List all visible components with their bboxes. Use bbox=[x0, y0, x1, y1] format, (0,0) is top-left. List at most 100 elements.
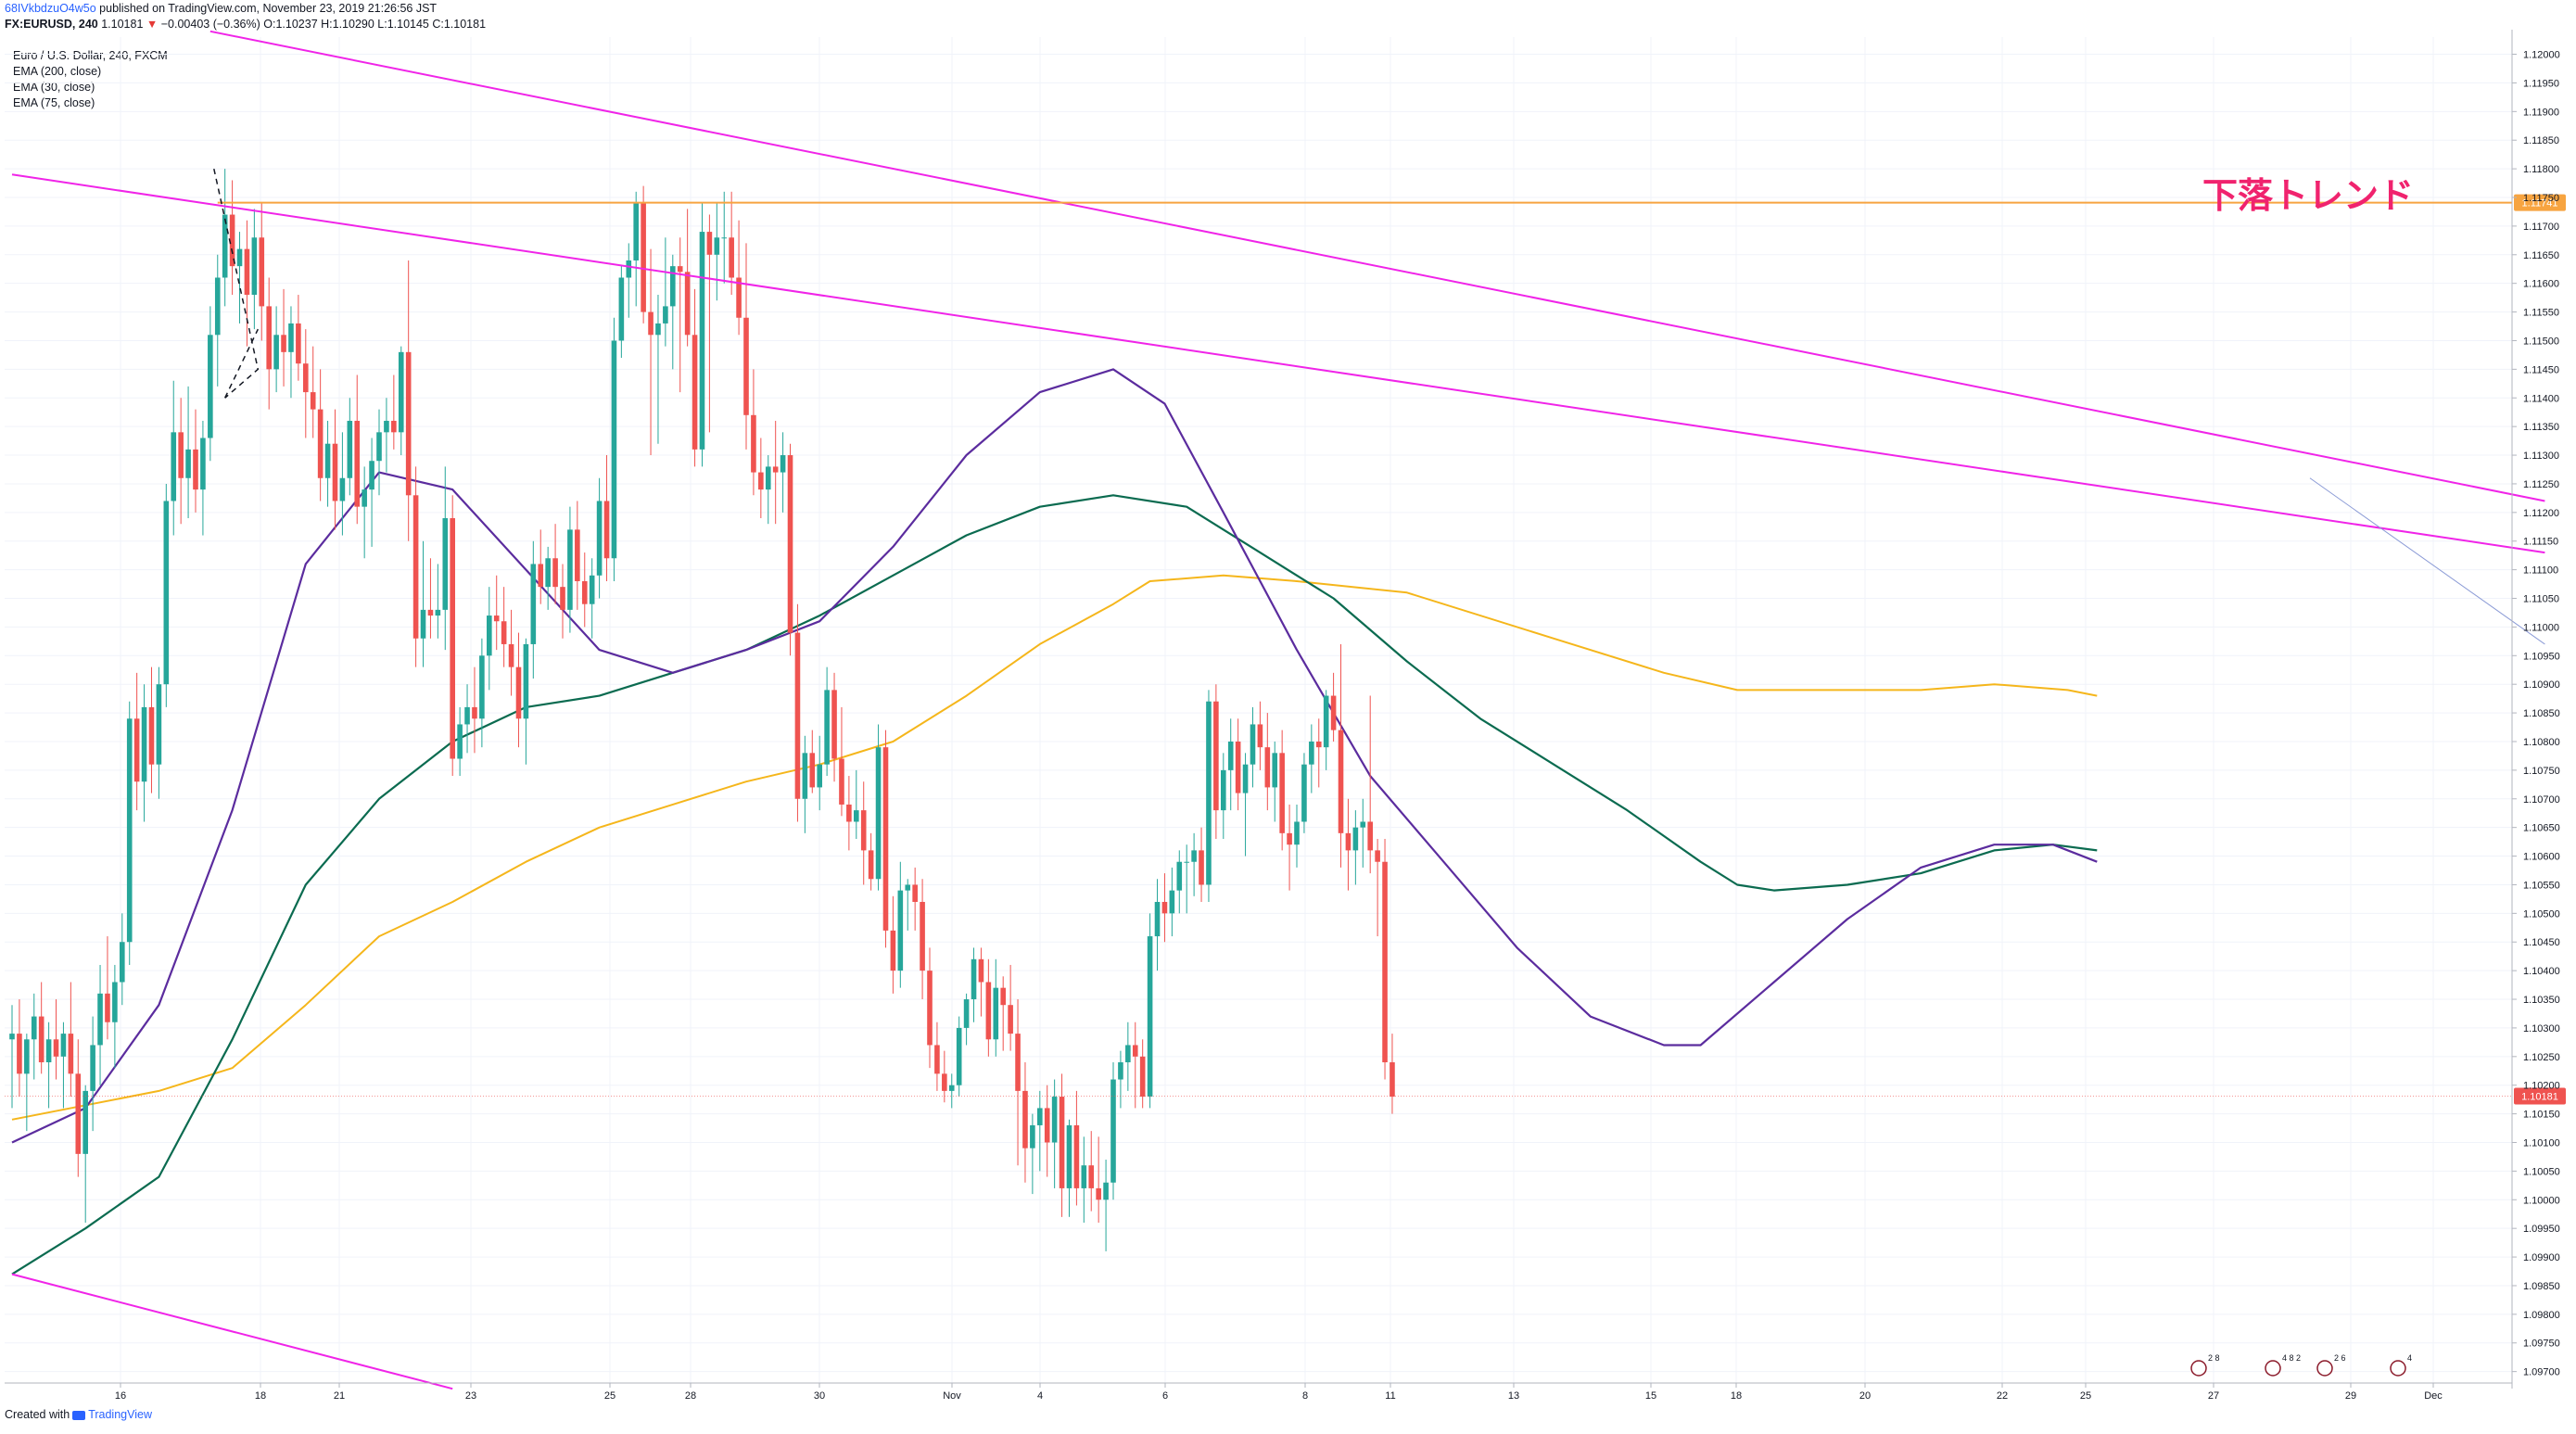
candle-up bbox=[1110, 1061, 1116, 1200]
candle-body bbox=[427, 609, 434, 616]
candle-up bbox=[339, 432, 346, 536]
candle-body bbox=[53, 1039, 59, 1057]
candle-body bbox=[1309, 741, 1314, 765]
time-axis[interactable]: 16 18 21 23 25 28 30 Nov 4 6 8 11 13 15 18 20 22 25 27 29 De… bbox=[5, 1353, 2512, 1402]
candle-body bbox=[596, 501, 603, 576]
candle-body bbox=[508, 643, 514, 667]
candle-down bbox=[105, 936, 110, 1040]
candle-up bbox=[948, 1073, 955, 1109]
candle-down bbox=[1044, 1085, 1050, 1177]
candle-down bbox=[1257, 701, 1263, 770]
candle-up bbox=[854, 769, 859, 840]
publish-info: 68IVkbdzuO4w5o published on TradingView.… bbox=[5, 2, 437, 19]
price-tick-label: 1.10650 bbox=[2523, 823, 2560, 834]
candle-body bbox=[1096, 1187, 1101, 1200]
price-tick-label: 1.11750 bbox=[2523, 193, 2559, 204]
legend-ema75[interactable]: EMA (75, close) bbox=[13, 96, 95, 109]
candle-up bbox=[1176, 850, 1183, 914]
candle-body bbox=[721, 237, 728, 239]
time-tick-label: 8 bbox=[1302, 1390, 1308, 1402]
candle-body bbox=[882, 747, 889, 931]
candle-up bbox=[963, 993, 970, 1046]
candle-up bbox=[596, 477, 603, 599]
candle-body bbox=[1110, 1079, 1116, 1183]
candle-down bbox=[412, 466, 419, 667]
time-tick-label: 18 bbox=[1731, 1390, 1742, 1402]
economic-event-count: 4 8 2 bbox=[2282, 1353, 2301, 1363]
candle-body bbox=[222, 214, 228, 278]
candle-down bbox=[148, 666, 155, 793]
legend-ema30[interactable]: EMA (30, close) bbox=[13, 81, 95, 94]
candle-body bbox=[993, 987, 999, 1040]
candle-up bbox=[324, 420, 331, 507]
candle-down bbox=[515, 632, 522, 748]
candle-body bbox=[105, 993, 110, 1022]
candle-body bbox=[545, 558, 551, 588]
candle-body bbox=[633, 203, 639, 260]
candle-body bbox=[17, 1034, 22, 1074]
candle-down bbox=[53, 999, 59, 1080]
candle-body bbox=[1352, 827, 1359, 851]
candle-up bbox=[24, 1034, 30, 1132]
candle-up bbox=[9, 1005, 15, 1109]
candle-up bbox=[369, 438, 374, 547]
candle-body bbox=[1301, 764, 1307, 822]
candle-body bbox=[560, 587, 565, 610]
user-drawings[interactable] bbox=[213, 168, 2545, 645]
candle-body bbox=[310, 392, 316, 410]
time-tick-label: 30 bbox=[814, 1390, 825, 1402]
publisher-username[interactable]: 68IVkbdzuO4w5o bbox=[5, 2, 96, 15]
candle-down bbox=[1073, 1090, 1080, 1206]
candle-body bbox=[729, 237, 734, 278]
trendlines[interactable] bbox=[11, 30, 2545, 1390]
candle-body bbox=[1199, 850, 1204, 885]
candle-down bbox=[890, 895, 896, 994]
economic-event-icon bbox=[2316, 1360, 2333, 1377]
candle-down bbox=[772, 420, 779, 525]
candle-body bbox=[405, 351, 412, 496]
candle-body bbox=[479, 655, 485, 719]
candle-body bbox=[332, 443, 338, 501]
candle-body bbox=[589, 575, 595, 604]
candle-body bbox=[603, 501, 610, 559]
candle-body bbox=[412, 495, 419, 639]
symbol-name[interactable]: FX:EURUSD, 240 bbox=[5, 18, 98, 31]
time-tick-label: 25 bbox=[604, 1390, 615, 1402]
candle-body bbox=[75, 1073, 82, 1154]
candle-down bbox=[1345, 798, 1351, 891]
price-tick-label: 1.11950 bbox=[2523, 78, 2559, 89]
candle-body bbox=[1081, 1165, 1087, 1188]
legend-ema200[interactable]: EMA (200, close) bbox=[13, 65, 102, 78]
candle-up bbox=[487, 587, 492, 691]
candle-body bbox=[1022, 1090, 1028, 1148]
candle-body bbox=[354, 420, 361, 507]
candle-down bbox=[684, 209, 691, 347]
candle-down bbox=[729, 191, 734, 296]
candle-body bbox=[670, 266, 676, 307]
candle-body bbox=[1338, 730, 1344, 833]
price-tick-label: 1.10400 bbox=[2523, 966, 2560, 977]
candle-down bbox=[846, 776, 852, 851]
resistance-line[interactable]: 1.11741 1.10181 bbox=[5, 194, 2566, 1105]
candle-up bbox=[464, 684, 470, 754]
candle-up bbox=[200, 420, 206, 536]
candle-up bbox=[376, 409, 382, 496]
price-tick-label: 1.11600 bbox=[2523, 279, 2559, 290]
candle-body bbox=[82, 1090, 88, 1154]
candle-up bbox=[171, 380, 177, 536]
candle-up bbox=[1030, 1113, 1035, 1195]
price-axis[interactable]: 1.12000 1.11950 1.11900 1.11850 1.11800 1.117… bbox=[2511, 30, 2560, 1389]
faint-projection-line bbox=[2309, 477, 2545, 645]
candle-body bbox=[1345, 832, 1351, 851]
candle-body bbox=[1206, 701, 1212, 885]
candle-up bbox=[1066, 1119, 1072, 1217]
candle-body bbox=[259, 237, 265, 307]
legend-title[interactable]: Euro / U.S. Dollar, 240, FXCM bbox=[13, 49, 168, 62]
candle-down bbox=[1132, 1022, 1138, 1109]
candle-body bbox=[487, 615, 492, 656]
candle-down bbox=[391, 374, 397, 450]
candle-body bbox=[1287, 832, 1292, 845]
tradingview-brand[interactable]: TradingView bbox=[88, 1408, 152, 1421]
candle-up bbox=[530, 540, 537, 679]
